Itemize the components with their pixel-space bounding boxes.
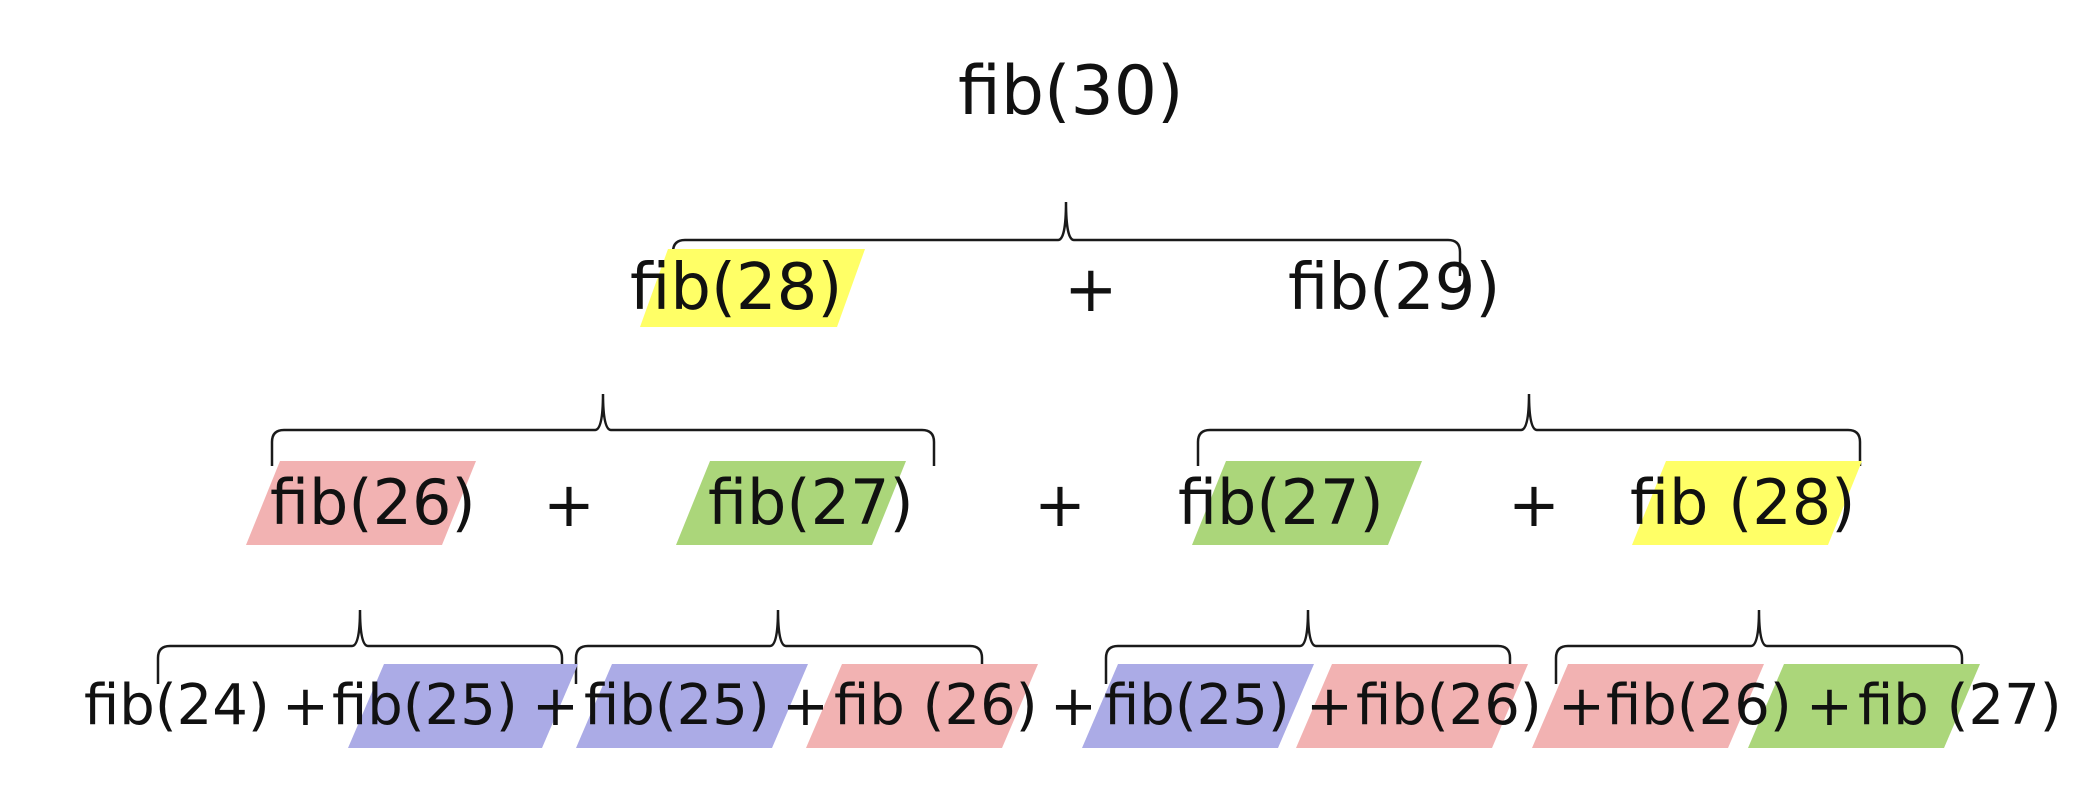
node-fib-27-left: fib(27)	[708, 466, 914, 539]
highlight-fib-26-level2	[246, 461, 476, 545]
highlight-fib-27-level2-left	[676, 461, 906, 545]
plus-operator: +	[532, 674, 579, 739]
leaf-fib-27: fib (27)	[1858, 673, 2062, 738]
root-node: fib(30)	[958, 52, 1184, 131]
node-fib-26: fib(26)	[270, 466, 476, 539]
leaf-fib-25-b: fib(25)	[584, 673, 770, 738]
plus-operator: +	[1508, 468, 1560, 541]
leaf-fib-26-b: fib(26)	[1356, 673, 1542, 738]
plus-operator: +	[1064, 253, 1118, 327]
plus-operator: +	[1034, 468, 1086, 541]
brace-root	[671, 201, 1462, 276]
leaf-fib-26-c: fib(26)	[1606, 673, 1792, 738]
brace-fib-29	[1196, 393, 1862, 466]
highlight-fib-28-level2	[1632, 461, 1862, 545]
brace-fib-28-right	[1554, 609, 1964, 684]
leaf-fib-26-a: fib (26)	[834, 673, 1038, 738]
node-fib-28: fib(28)	[630, 251, 843, 325]
brace-fib-28	[270, 393, 936, 466]
brace-fib-27-right	[1104, 609, 1512, 684]
plus-operator: +	[1558, 674, 1605, 739]
highlight-fib-25-b	[576, 664, 808, 748]
leaf-fib-24: fib(24)	[84, 673, 270, 738]
node-fib-29: fib(29)	[1288, 251, 1501, 325]
brace-fib-27-left	[574, 609, 984, 684]
highlight-fib-25-a	[348, 664, 578, 748]
plus-operator: +	[782, 674, 829, 739]
node-fib-28-right: fib (28)	[1630, 466, 1856, 539]
leaf-fib-25-a: fib(25)	[332, 673, 518, 738]
leaf-fib-25-c: fib(25)	[1104, 673, 1290, 738]
plus-operator: +	[1050, 674, 1097, 739]
highlight-fib-25-c	[1082, 664, 1314, 748]
plus-operator: +	[543, 468, 595, 541]
highlight-fib-26-b	[1296, 664, 1528, 748]
plus-operator: +	[1806, 674, 1853, 739]
highlight-fib-26-a	[806, 664, 1038, 748]
plus-operator: +	[1306, 674, 1353, 739]
node-fib-27-right: fib(27)	[1178, 466, 1384, 539]
highlight-fib-28-level1	[640, 249, 865, 327]
plus-operator: +	[282, 674, 329, 739]
brace-fib-26	[156, 609, 564, 684]
highlight-fib-27-leaf	[1748, 664, 1980, 748]
highlight-fib-27-level2-right	[1192, 461, 1422, 545]
highlight-fib-26-c	[1532, 664, 1764, 748]
